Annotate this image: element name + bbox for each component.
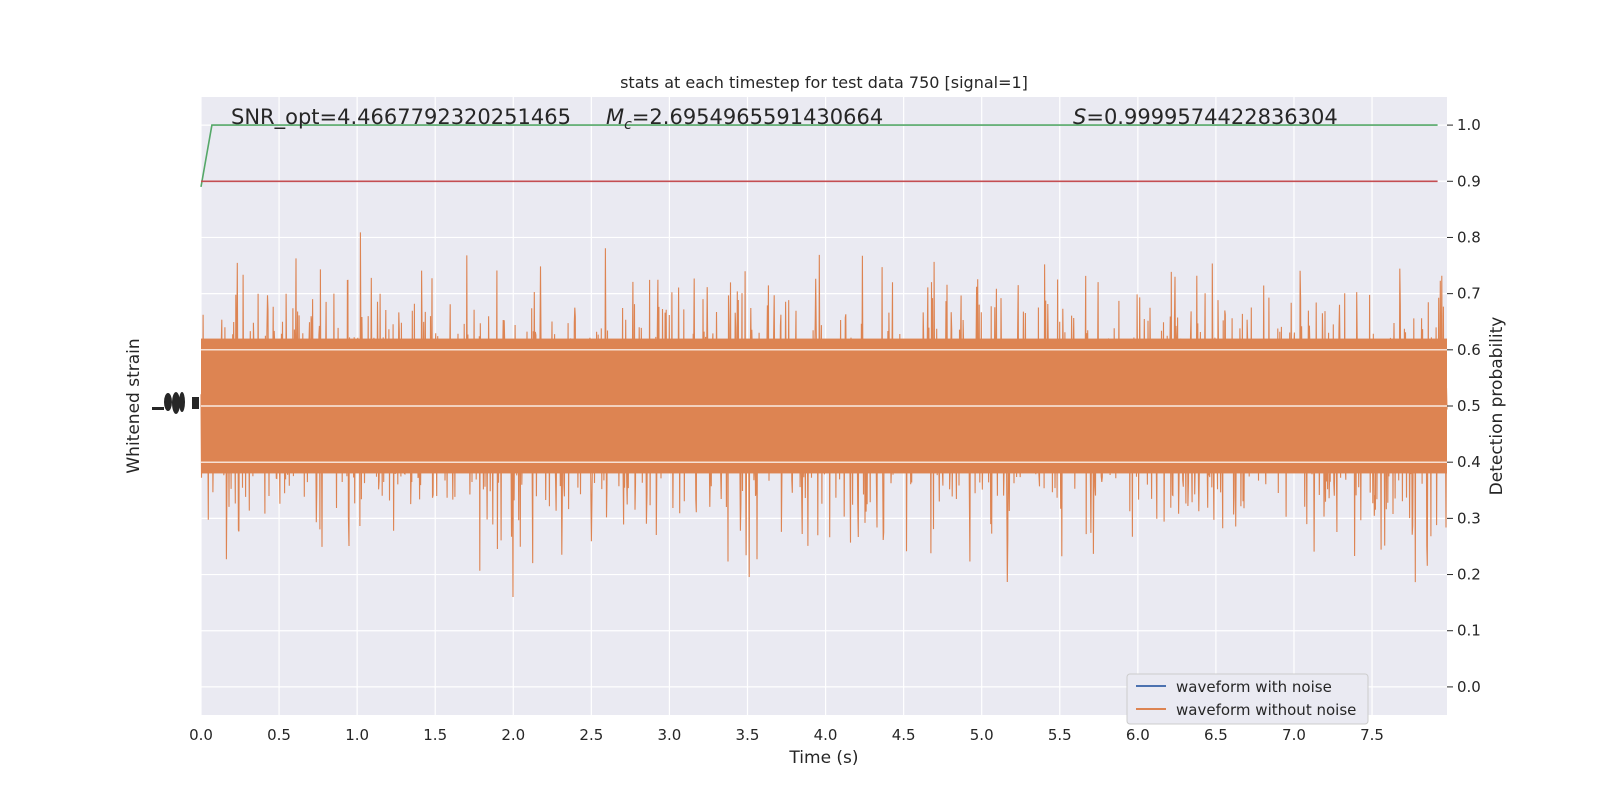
x-tick-label: 5.0: [970, 726, 994, 744]
x-tick-label: 4.0: [814, 726, 838, 744]
x-tick-label: 0.0: [189, 726, 213, 744]
x-tick-label: 0.5: [267, 726, 291, 744]
right-axis-ticks: 0.0 0.1 0.2 0.3 0.4 0.5 0.6 0.7 0.8 0.9 1.0: [1447, 116, 1481, 696]
mc-symbol: M: [606, 105, 624, 129]
x-axis-label: Time (s): [788, 748, 858, 768]
s-annotation: S=0.9999574422836304: [1073, 105, 1338, 129]
x-tick-label: 5.5: [1048, 726, 1072, 744]
right-tick-label: 0.8: [1457, 228, 1481, 246]
mc-subscript: c: [624, 117, 632, 133]
x-tick-label: 1.5: [423, 726, 447, 744]
detection-probability-line: [200, 124, 1438, 188]
right-tick-label: 0.3: [1457, 509, 1481, 527]
right-tick-label: 1.0: [1457, 116, 1481, 134]
legend: waveform with noise waveform without noi…: [1126, 673, 1369, 725]
right-tick-label: 0.4: [1457, 453, 1481, 471]
legend-frame: [1126, 673, 1369, 725]
right-axis-label: Detection probability: [1487, 317, 1507, 496]
mc-annotation: Mc=2.6954965591430664: [606, 105, 883, 133]
stats-annotations: SNR_opt=4.4667792320251465 Mc=2.69549655…: [231, 105, 1338, 133]
s-symbol: S: [1073, 105, 1086, 129]
x-tick-label: 4.5: [892, 726, 916, 744]
right-tick-label: 0.2: [1457, 566, 1481, 584]
legend-label-with-noise: waveform with noise: [1176, 678, 1332, 696]
legend-label-without-noise: waveform without noise: [1176, 701, 1356, 719]
right-tick-label: 0.7: [1457, 285, 1481, 303]
x-tick-label: 2.0: [501, 726, 525, 744]
x-tick-label: 7.0: [1282, 726, 1306, 744]
right-tick-label: 0.6: [1457, 341, 1481, 359]
right-tick-label: 0.1: [1457, 622, 1481, 640]
x-tick-label: 1.0: [345, 726, 369, 744]
chart-title: stats at each timestep for test data 750…: [620, 73, 1028, 92]
right-tick-label: 0.5: [1457, 397, 1481, 415]
right-tick-label: 0.9: [1457, 172, 1481, 190]
mc-value: =2.6954965591430664: [632, 105, 883, 129]
right-tick-label: 0.0: [1457, 678, 1481, 696]
x-tick-label: 6.0: [1126, 726, 1150, 744]
x-axis-ticks: 0.0 0.5 1.0 1.5 2.0 2.5 3.0 3.5 4.0 4.5 5.0 5.5 6.0 6…: [189, 726, 1384, 744]
plot-area: [200, 124, 1448, 598]
left-axis-label: Whitened strain: [124, 338, 144, 473]
x-tick-label: 3.0: [657, 726, 681, 744]
x-tick-label: 6.5: [1204, 726, 1228, 744]
s-value: =0.9999574422836304: [1086, 105, 1337, 129]
x-tick-label: 7.5: [1360, 726, 1384, 744]
x-tick-label: 2.5: [579, 726, 603, 744]
left-axis-tick-glyphs: [152, 392, 199, 414]
snr-annotation: SNR_opt=4.4667792320251465: [231, 105, 571, 130]
x-tick-label: 3.5: [736, 726, 760, 744]
